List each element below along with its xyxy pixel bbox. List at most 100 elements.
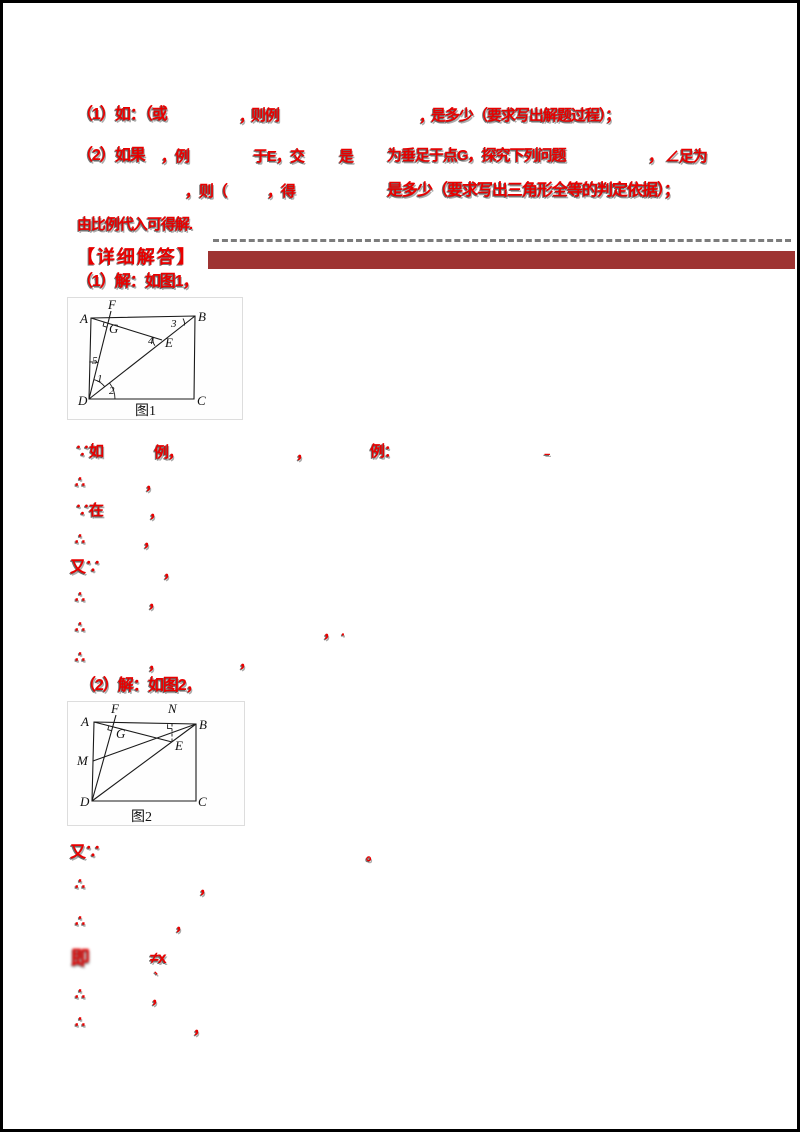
stmt14-m1: ， [193,1020,208,1037]
fig2-right-angle-G [107,725,112,732]
stmt1-m3: 例： [370,443,399,460]
stmt8-lead: ∴ [75,649,85,666]
fig2-line-AE [93,721,173,743]
fig1-label-G: G [109,321,119,336]
fig1-label-D: D [77,393,88,408]
fig2-label-G: G [116,726,126,741]
figure-1-drawing: A F B G E D C 3 4 5 1 2 图1 [77,298,206,419]
stmt2-lead: ∴ [75,474,85,491]
fig2-label-B: B [199,717,207,732]
line3-part3: 是多少（要求写出三角形全等的判定依据）； [387,182,680,199]
fig2-line-DF [91,714,117,802]
stmt7-lead: ∴ [75,619,85,636]
line2-part5: 为垂足于点G，探究下列问题 [387,147,567,164]
fig1-arc-angle5 [89,361,99,363]
ghost-dash-row [213,239,791,242]
fig2-rectangle [91,721,197,802]
figure-1-image: A F B G E D C 3 4 5 1 2 图1 [67,297,243,420]
stmt1-m4: − [544,449,551,461]
stmt1-m1: 例， [154,444,183,461]
line1-part3: 则例 [251,107,280,124]
stmt9-m1: 。 [366,847,380,863]
stmt3-lead: ∵在 [75,502,104,519]
fig1-line-DF [88,310,112,400]
fig2-label-M: M [76,753,89,768]
fig1-arc-angle3 [182,318,185,326]
fig2-label-A: A [80,714,89,729]
stmt2-m1: ， [145,476,160,493]
line2-part2: ，例 [161,148,190,165]
fig1-arc-angle2 [109,382,116,400]
line3-part1: ，则（ [185,183,228,200]
fig1-angle-5: 5 [92,355,98,367]
fig2-label-N: N [167,702,178,716]
stmt6-lead: ∴ [75,589,85,606]
fig2-line-MB [92,723,197,762]
line1-part4: ， [419,108,434,125]
fig2-label-D: D [79,794,90,809]
fig1-label-E: E [164,335,173,350]
stmt1-m2: ， [296,445,311,462]
stmt12-lead: 即 [71,948,90,969]
stmt4-lead: ∴ [75,531,85,548]
stmt12-m2: 、 [154,966,164,977]
stmt12-m1: ≠x [150,950,167,967]
fig2-label-C: C [198,794,207,809]
line4-part1: 由比例代入可得解. [77,216,193,233]
fig1-right-angle-G [102,321,108,328]
stmt5-m1: ， [163,564,178,581]
fig1-line-DB [88,315,196,400]
fig1-angle-2: 2 [109,385,115,397]
fig1-label-B: B [198,309,206,324]
line2-part4: 是 [339,148,354,165]
stmt1-lead: ∵如 [75,443,104,460]
stmt10-m1: ， [199,880,214,897]
line6-part1: （1）解：如图1， [77,273,199,290]
fig1-angle-1: 1 [97,373,103,385]
fig1-line-AE [90,317,163,341]
figure-2-image: A F N B G E M D C 图2 [67,701,245,826]
fig1-arc-angle4 [152,337,156,346]
fig1-angle-4: 4 [148,335,154,347]
stmt9-lead: 又∵ [70,844,101,861]
line2-part7: ∠足为 [665,148,708,165]
fig1-arc-angle1 [93,379,106,387]
stmt13-m1: ， [151,990,166,1007]
stmt10-lead: ∴ [75,876,85,893]
stmt3-m1: ， [149,504,164,521]
fig1-caption: 图1 [135,404,156,419]
stmt13-lead: ∴ [75,986,85,1003]
stmt11-lead: ∴ [75,913,85,930]
fig2-line-DB [91,723,197,802]
line3-part2: ，得 [267,183,296,200]
line2-part3: 于E，交 [253,148,305,165]
fig2-caption: 图2 [131,810,152,825]
stmt14-lead: ∴ [75,1014,85,1031]
fig2-label-E: E [174,738,183,753]
fig2-right-angle-N [167,724,172,730]
stmt4-m1: ， [143,533,158,550]
fig1-label-A: A [79,311,88,326]
fig1-rectangle [88,315,196,400]
line1-part2: ， [239,108,254,125]
stmt6-m1: ， [148,594,163,611]
fig1-angle-3: 3 [170,318,177,330]
solution-section-label: 【详细解答】 [77,247,197,267]
stmt5-lead: 又∵ [70,559,101,576]
line7-part1: （2）解：如图2， [80,677,202,694]
fig2-label-F: F [110,702,120,716]
stmt8-m2: ， [239,654,254,671]
figure-2-drawing: A F N B G E M D C 图2 [76,702,207,825]
line2-part1: （2）如果 [77,147,146,164]
line2-part6: ， [648,148,664,165]
stmt7-m2: · [341,626,346,642]
line1-part1: （1）如：（或 [77,106,168,123]
fig1-label-C: C [197,393,206,408]
fig1-label-F: F [107,298,117,312]
answer-divider-bar [208,251,795,269]
stmt11-m1: ， [175,917,190,934]
stmt8-m1: ， [148,656,163,673]
stmt7-m1: ， [323,624,338,641]
line1-part5: 是多少（要求写出解题过程）； [431,107,621,124]
